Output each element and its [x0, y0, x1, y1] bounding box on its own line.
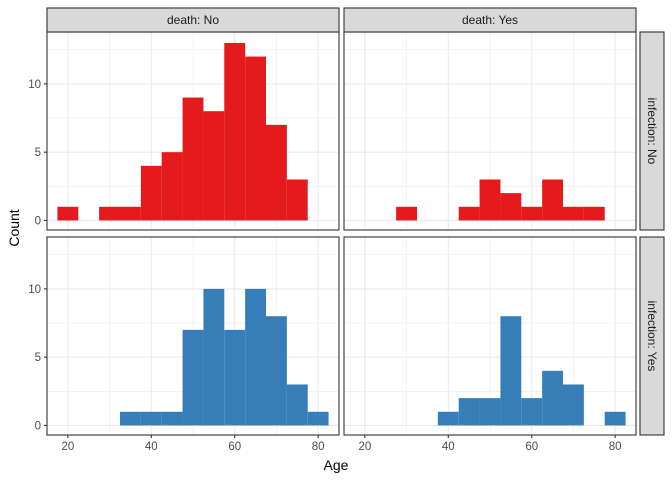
- histogram-bar: [203, 288, 225, 426]
- histogram-bar: [266, 124, 287, 221]
- histogram-bar: [458, 206, 480, 221]
- x-tick-label: 40: [145, 441, 158, 453]
- histogram-bar: [224, 42, 246, 221]
- histogram-bar: [604, 411, 626, 426]
- histogram-bar: [542, 179, 563, 221]
- x-tick-label: 20: [358, 441, 371, 453]
- histogram-bar: [203, 111, 225, 221]
- histogram-bar: [437, 411, 459, 426]
- histogram-bar: [500, 193, 522, 221]
- y-tick-label: 5: [35, 352, 41, 364]
- histogram-bar: [266, 316, 287, 426]
- histogram-bar: [286, 384, 308, 426]
- panel-border: [343, 236, 637, 436]
- histogram-bar: [245, 56, 266, 221]
- y-tick-label: 10: [28, 284, 41, 296]
- histogram-bar: [140, 165, 162, 221]
- histogram-bar: [479, 179, 501, 221]
- panel-2-2: [343, 236, 637, 436]
- histogram-bar: [458, 398, 480, 426]
- histogram-bar: [521, 398, 543, 426]
- axes-layer: 0 5 10 0 5 10 20 40 60 80 20 40 60 80: [28, 79, 621, 453]
- x-tick-label: 60: [228, 441, 241, 453]
- histogram-bar: [182, 97, 204, 221]
- y-tick-label: 5: [35, 147, 41, 159]
- x-tick-label: 40: [442, 441, 455, 453]
- histogram-bar: [500, 316, 522, 426]
- panel-1-2: [343, 31, 637, 231]
- x-tick-label: 20: [61, 441, 74, 453]
- column-strip: [343, 7, 637, 33]
- strips-layer: death: No death: Yes infection: No infectio…: [46, 7, 665, 436]
- row-strip: [639, 31, 665, 231]
- histogram-bar: [396, 206, 417, 221]
- panels-layer: [46, 31, 637, 436]
- x-axis-title: Age: [324, 457, 349, 473]
- histogram-bar: [286, 179, 308, 221]
- histogram-bar: [161, 152, 183, 221]
- histogram-bar: [120, 411, 141, 426]
- x-tick-label: 80: [312, 441, 325, 453]
- y-axis-title: Count: [6, 209, 22, 246]
- histogram-bar: [245, 288, 266, 426]
- row-strip: [639, 236, 665, 436]
- histogram-bar: [542, 370, 563, 426]
- y-tick-label: 0: [35, 420, 41, 432]
- histogram-bar: [161, 411, 183, 426]
- panel-1-1: [46, 31, 340, 231]
- histogram-bar: [140, 411, 162, 426]
- panel-border: [46, 236, 340, 436]
- histogram-bar: [563, 206, 584, 221]
- panel-2-1: [46, 236, 340, 436]
- x-tick-label: 60: [525, 441, 538, 453]
- histogram-bar: [583, 206, 605, 221]
- histogram-bar: [57, 206, 79, 221]
- histogram-bar: [307, 411, 329, 426]
- histogram-bar: [224, 329, 246, 426]
- histogram-bar: [521, 206, 543, 221]
- row-strip-label: infection: Yes: [645, 301, 659, 372]
- row-strip-label: infection: No: [645, 98, 659, 165]
- histogram-bar: [563, 384, 584, 426]
- column-strip-label: death: Yes: [462, 13, 518, 27]
- histogram-bar: [479, 398, 501, 426]
- histogram-bar: [182, 329, 204, 426]
- column-strip-label: death: No: [167, 13, 219, 27]
- column-strip: [46, 7, 340, 33]
- x-tick-label: 80: [609, 441, 622, 453]
- histogram-bar: [99, 206, 120, 221]
- histogram-bar: [120, 206, 141, 221]
- y-tick-label: 10: [28, 79, 41, 91]
- y-tick-label: 0: [35, 215, 41, 227]
